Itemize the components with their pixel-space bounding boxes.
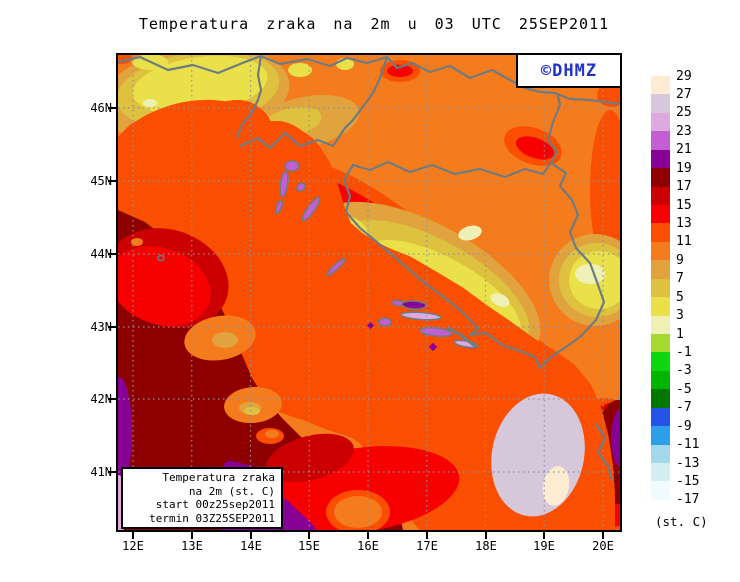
colorbar-tick-label: 3 bbox=[676, 308, 684, 324]
colorbar-block bbox=[651, 168, 670, 188]
sea-markers bbox=[366, 321, 438, 352]
lon-axis-label: 20E bbox=[592, 539, 614, 553]
colorbar-tick-label: 11 bbox=[676, 234, 692, 250]
axis-tick bbox=[108, 326, 116, 328]
colorbar-block bbox=[651, 260, 670, 280]
axis-tick bbox=[108, 180, 116, 182]
axis-tick bbox=[250, 532, 252, 539]
colorbar-block bbox=[651, 223, 670, 243]
colorbar-tick-label: 29 bbox=[676, 68, 692, 84]
map-frame: ©DHMZ Temperatura zraka na 2m (st. C) st… bbox=[116, 53, 622, 532]
map-title: Temperatura zraka na 2m u 03 UTC 25SEP20… bbox=[138, 15, 610, 33]
dhmz-watermark: ©DHMZ bbox=[516, 55, 620, 88]
axis-tick bbox=[308, 532, 310, 539]
lat-axis-label: 41N bbox=[90, 465, 112, 479]
colorbar-block bbox=[651, 389, 670, 409]
colorbar-block bbox=[651, 297, 670, 317]
legend-box: Temperatura zraka na 2m (st. C) start 00… bbox=[121, 467, 283, 529]
colorbar-tick-label: 5 bbox=[676, 289, 684, 305]
colorbar-block bbox=[651, 76, 670, 96]
colorbar-tick-label: -13 bbox=[676, 455, 700, 471]
axis-tick bbox=[108, 398, 116, 400]
colorbar-block bbox=[651, 149, 670, 169]
axis-tick bbox=[108, 253, 116, 255]
lon-axis-label: 19E bbox=[533, 539, 555, 553]
legend-line: start 00z25sep2011 bbox=[155, 498, 275, 511]
colorbar-tick-label: 27 bbox=[676, 86, 692, 102]
colorbar-block bbox=[651, 444, 670, 464]
lon-axis-label: 12E bbox=[122, 539, 144, 553]
axis-tick bbox=[108, 471, 116, 473]
legend-line: Temperatura zraka bbox=[162, 471, 275, 484]
colorbar-tick-label: 25 bbox=[676, 105, 692, 121]
islands bbox=[157, 160, 479, 349]
lat-axis-label: 45N bbox=[90, 174, 112, 188]
map-canvas bbox=[118, 55, 620, 530]
legend-line: na 2m (st. C) bbox=[188, 484, 275, 498]
colorbar-tick-label: 23 bbox=[676, 123, 692, 139]
lat-axis-label: 42N bbox=[90, 392, 112, 406]
lon-axis-label: 18E bbox=[475, 539, 497, 553]
colorbar-block bbox=[651, 407, 670, 427]
colorbar-tick-label: -17 bbox=[676, 492, 700, 508]
colorbar-tick-label: 7 bbox=[676, 271, 684, 287]
north-red-patches bbox=[380, 60, 620, 270]
colorbar-block bbox=[651, 186, 670, 206]
colorbar-tick-label: 13 bbox=[676, 215, 692, 231]
colorbar-tick-label: -15 bbox=[676, 473, 700, 489]
colorbar-unit-label: (st. C) bbox=[655, 514, 708, 529]
axis-tick bbox=[191, 532, 193, 539]
colorbar-tick-label: -11 bbox=[676, 437, 700, 453]
lat-axis-label: 46N bbox=[90, 101, 112, 115]
colorbar-block bbox=[651, 352, 670, 372]
colorbar-tick-label: 19 bbox=[676, 160, 692, 176]
axis-tick bbox=[367, 532, 369, 539]
lon-axis-label: 14E bbox=[240, 539, 262, 553]
colorbar-block bbox=[651, 426, 670, 446]
axis-tick bbox=[426, 532, 428, 539]
axis-tick bbox=[108, 107, 116, 109]
colorbar-tick-label: 15 bbox=[676, 197, 692, 213]
country-borders bbox=[118, 55, 620, 482]
colorbar-block bbox=[651, 205, 670, 225]
dhmz-watermark-label: ©DHMZ bbox=[540, 60, 598, 81]
lon-axis-label: 15E bbox=[298, 539, 320, 553]
colorbar-block bbox=[651, 481, 670, 501]
lat-axis-label: 43N bbox=[90, 320, 112, 334]
colorbar-block bbox=[651, 131, 670, 151]
colorbar-block bbox=[651, 315, 670, 335]
axis-tick bbox=[602, 532, 604, 539]
colorbar-block bbox=[651, 94, 670, 114]
colorbar-block bbox=[651, 334, 670, 354]
lat-axis-label: 44N bbox=[90, 247, 112, 261]
lon-axis-label: 16E bbox=[357, 539, 379, 553]
colorbar-tick-label: 1 bbox=[676, 326, 684, 342]
italy-region bbox=[118, 210, 460, 530]
colorbar-tick-label: 21 bbox=[676, 142, 692, 158]
warmest-sea-patch bbox=[542, 466, 570, 506]
legend-line: termin 03Z25SEP2011 bbox=[149, 511, 275, 525]
adriatic-sea-region bbox=[118, 100, 615, 530]
colorbar-block bbox=[651, 370, 670, 390]
colorbar-block bbox=[651, 278, 670, 298]
colorbar-tick-label: -9 bbox=[676, 418, 692, 434]
lon-axis-label: 17E bbox=[416, 539, 438, 553]
axis-tick bbox=[543, 532, 545, 539]
colorbar-tick-label: 17 bbox=[676, 179, 692, 195]
colorbar-tick-label: -1 bbox=[676, 344, 692, 360]
colorbar-block bbox=[651, 241, 670, 261]
colorbar-tick-label: 9 bbox=[676, 252, 684, 268]
colorbar-tick-label: -3 bbox=[676, 363, 692, 379]
colorbar-tick-label: -5 bbox=[676, 381, 692, 397]
colorbar-tick-label: -7 bbox=[676, 400, 692, 416]
lon-axis-label: 13E bbox=[181, 539, 203, 553]
colorbar-block bbox=[651, 112, 670, 132]
axis-tick bbox=[485, 532, 487, 539]
axis-tick bbox=[132, 532, 134, 539]
colorbar-block bbox=[651, 463, 670, 483]
